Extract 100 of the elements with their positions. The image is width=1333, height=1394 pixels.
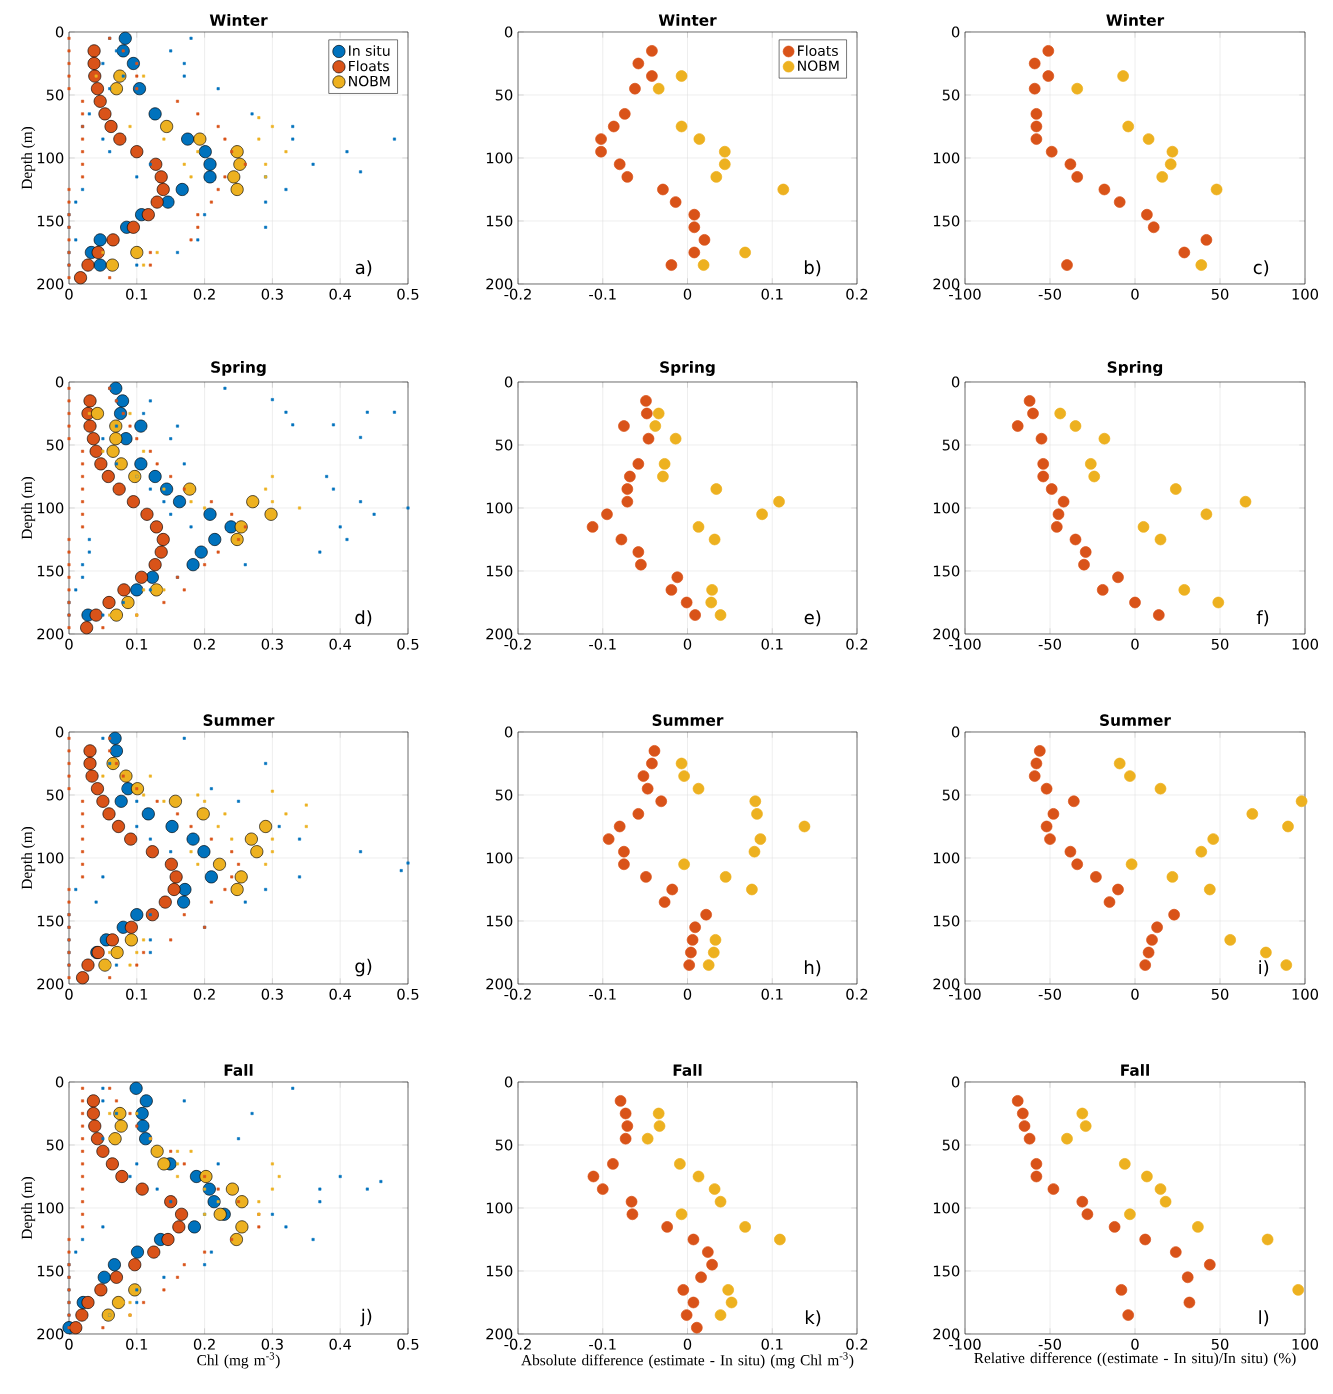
y-tick-label: 100 <box>37 502 64 514</box>
y-tick-label: 100 <box>37 152 64 164</box>
x-tick-label: -0.1 <box>589 1338 616 1350</box>
y-tick-label: 100 <box>486 1202 513 1214</box>
x-tick-label: 0 <box>683 1338 692 1350</box>
y-tick-label: 150 <box>37 915 64 927</box>
y-tick-label: 0 <box>951 1076 960 1088</box>
x-tick-label: 0 <box>1131 988 1139 1000</box>
y-tick-label: 150 <box>933 565 960 577</box>
chart-title: Summer <box>652 714 724 726</box>
x-tick-label: 0.1 <box>761 288 783 300</box>
x-tick-label: 0 <box>65 638 73 650</box>
x-axis-title: Relative difference ((estimate - In situ)/In situ) (%) <box>974 1352 1296 1367</box>
y-tick-label: 200 <box>486 978 513 990</box>
x-tick-label: 0.1 <box>126 638 148 650</box>
x-tick-label: -0.2 <box>504 988 531 1000</box>
x-tick-label: 0 <box>683 988 692 1000</box>
y-tick-label: 150 <box>37 215 64 227</box>
x-tick-label: 0.1 <box>761 638 783 650</box>
x-tick-label: -50 <box>1038 988 1061 1000</box>
y-tick-label: 50 <box>495 439 513 451</box>
x-tick-label: -100 <box>949 1338 981 1350</box>
y-tick-label: 50 <box>46 789 64 801</box>
y-axis-title: Depth (m) <box>21 126 36 190</box>
chart-title: Spring <box>1107 360 1163 376</box>
x-tick-label: -100 <box>949 988 981 1000</box>
annotation: a) <box>355 260 372 277</box>
y-tick-label: 150 <box>933 1265 960 1277</box>
legend-label: NOBM <box>349 75 390 87</box>
x-tick-label: 0.3 <box>261 988 283 1000</box>
y-tick-label: 50 <box>942 89 960 101</box>
annotation: h) <box>804 960 821 977</box>
x-tick-label: 0.4 <box>329 1338 352 1350</box>
y-tick-label: 50 <box>46 1139 64 1151</box>
x-tick-label: 0.2 <box>193 988 215 1000</box>
x-tick-label: -0.2 <box>504 638 531 650</box>
x-axis-title: Chl (mg m$^{-3}$) <box>197 1352 280 1369</box>
chart-title: Winter <box>209 14 268 26</box>
x-tick-label: 0.1 <box>126 988 148 1000</box>
y-tick-label: 200 <box>933 978 960 990</box>
x-tick-label: -50 <box>1038 1338 1061 1350</box>
x-tick-label: 0.2 <box>846 988 868 1000</box>
x-tick-label: -0.1 <box>589 638 616 650</box>
x-tick-label: 0.3 <box>261 638 283 650</box>
x-tick-label: 50 <box>1211 988 1229 1000</box>
x-tick-label: -0.2 <box>504 1338 531 1350</box>
y-tick-label: 150 <box>37 565 64 577</box>
y-tick-label: 100 <box>37 1202 64 1214</box>
y-tick-label: 200 <box>37 1328 64 1340</box>
y-tick-label: 150 <box>486 915 513 927</box>
y-tick-label: 200 <box>486 1328 513 1340</box>
x-tick-label: 0.1 <box>761 988 783 1000</box>
x-tick-label: 0.5 <box>397 638 419 650</box>
x-tick-label: 50 <box>1211 638 1229 650</box>
y-tick-label: 100 <box>486 502 513 514</box>
chart-title: Spring <box>660 360 715 376</box>
y-tick-label: 0 <box>504 376 513 388</box>
y-tick-label: 200 <box>37 978 64 990</box>
y-tick-label: 0 <box>951 26 960 38</box>
x-tick-label: -50 <box>1038 638 1061 650</box>
y-tick-label: 100 <box>933 152 960 164</box>
x-tick-label: 0 <box>65 288 73 300</box>
y-tick-label: 50 <box>942 1139 960 1151</box>
y-tick-label: 50 <box>495 1139 513 1151</box>
legend-label: Floats <box>798 45 838 56</box>
y-tick-label: 150 <box>933 915 960 927</box>
annotation: c) <box>1253 260 1269 277</box>
x-tick-label: 100 <box>1292 1338 1319 1350</box>
chart-title: Winter <box>658 14 717 26</box>
x-tick-label: -0.2 <box>504 288 531 300</box>
x-tick-label: 0.1 <box>126 288 148 300</box>
x-axis-title: Absolute difference (estimate - In situ) (mg Chl m$^{-3}$) <box>521 1352 854 1369</box>
chart-title: Fall <box>1121 1064 1149 1076</box>
x-tick-label: 0.2 <box>846 638 868 650</box>
x-tick-label: 0.2 <box>846 288 868 300</box>
x-tick-label: 100 <box>1292 638 1319 650</box>
x-tick-label: 100 <box>1292 288 1319 300</box>
x-tick-label: 0.4 <box>329 988 352 1000</box>
x-tick-label: -100 <box>949 288 981 300</box>
y-tick-label: 50 <box>495 89 513 101</box>
y-tick-label: 0 <box>55 376 64 388</box>
x-tick-label: 0 <box>1131 638 1139 650</box>
y-tick-label: 200 <box>486 278 513 290</box>
y-tick-label: 150 <box>486 565 513 577</box>
y-tick-label: 200 <box>933 1328 960 1340</box>
x-tick-label: 0.2 <box>193 288 215 300</box>
y-tick-label: 50 <box>942 789 960 801</box>
x-tick-label: 0.1 <box>126 1338 148 1350</box>
annotation: i) <box>1259 960 1269 977</box>
legend-label: In situ <box>349 45 390 56</box>
y-tick-label: 0 <box>55 26 64 38</box>
x-tick-label: 0.3 <box>261 288 283 300</box>
x-tick-label: 0.1 <box>761 1338 783 1350</box>
y-tick-label: 0 <box>55 1076 64 1088</box>
y-tick-label: 150 <box>37 1265 64 1277</box>
x-tick-label: 0.5 <box>397 988 419 1000</box>
annotation: b) <box>804 260 821 277</box>
x-tick-label: 50 <box>1211 1338 1229 1350</box>
y-tick-label: 50 <box>942 439 960 451</box>
x-tick-label: 0 <box>683 638 692 650</box>
